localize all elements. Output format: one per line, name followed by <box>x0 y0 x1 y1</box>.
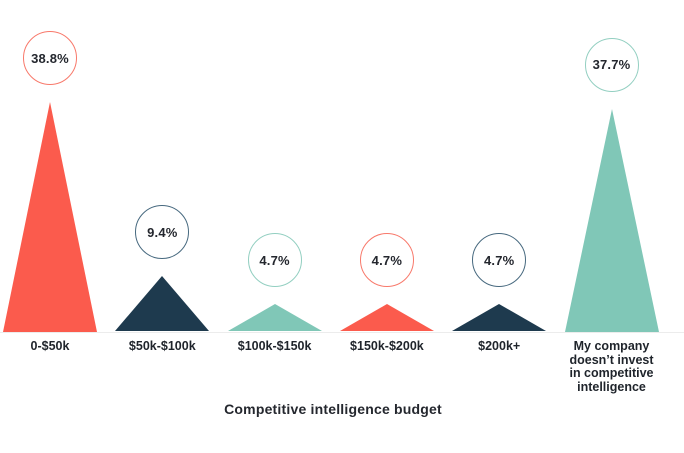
triangle-marker <box>3 102 97 332</box>
value-circle: 38.8% <box>23 31 77 85</box>
value-circle: 9.4% <box>135 205 190 260</box>
value-label: 9.4% <box>147 224 178 240</box>
category-label: $150k-$200k <box>350 339 424 353</box>
triangle-marker <box>227 304 322 332</box>
value-label: 38.8% <box>31 50 69 66</box>
value-circle: 4.7% <box>359 233 414 288</box>
triangle-marker <box>115 276 210 332</box>
value-label: 4.7% <box>371 252 403 268</box>
category-label: $50k-$100k <box>128 339 196 353</box>
value-circle: 4.7% <box>472 233 527 288</box>
triangle-marker <box>564 108 659 332</box>
triangle-marker <box>339 304 434 332</box>
value-label: 4.7% <box>259 252 290 268</box>
x-axis-title: Competitive intelligence budget <box>224 401 442 417</box>
x-axis-baseline <box>0 332 684 333</box>
category-label: 0-$50k <box>30 339 70 353</box>
category-label: $100k-$150k <box>237 339 312 353</box>
value-label: 37.7% <box>592 57 631 73</box>
category-label: My company doesn’t invest in competitive… <box>569 339 654 394</box>
category-label: $200k+ <box>478 339 521 353</box>
triangle-marker <box>452 304 547 332</box>
value-circle: 4.7% <box>247 233 302 288</box>
value-label: 4.7% <box>483 252 515 268</box>
value-circle: 37.7% <box>584 37 639 92</box>
